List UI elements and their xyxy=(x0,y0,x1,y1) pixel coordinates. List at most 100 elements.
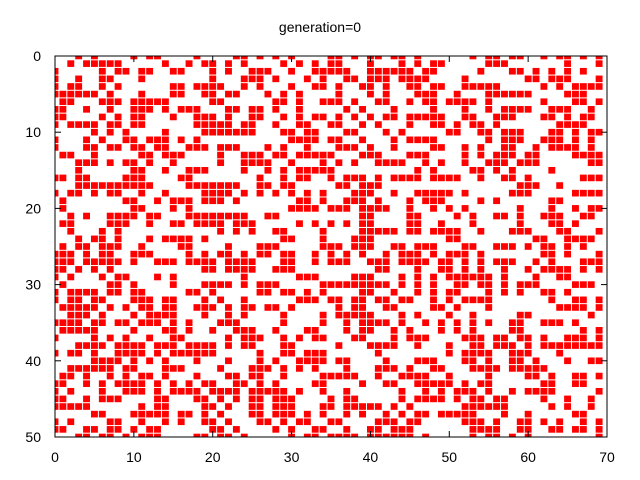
live-cell xyxy=(114,426,122,433)
live-cell xyxy=(414,174,422,182)
live-cell xyxy=(272,395,280,403)
live-cell xyxy=(548,128,556,136)
live-cell xyxy=(343,387,351,395)
live-cell xyxy=(75,342,83,349)
live-cell xyxy=(445,227,453,235)
live-cell xyxy=(398,433,406,437)
live-cell xyxy=(193,342,201,349)
live-cell xyxy=(55,189,59,197)
live-cell xyxy=(398,387,406,395)
live-cell xyxy=(83,258,90,266)
live-cell xyxy=(209,258,217,266)
live-cell xyxy=(469,98,477,106)
live-cell xyxy=(390,418,398,426)
live-cell xyxy=(240,380,248,387)
live-cell xyxy=(83,365,90,372)
live-cell xyxy=(540,113,548,121)
live-cell xyxy=(106,250,114,258)
live-cell xyxy=(75,75,83,83)
live-cell xyxy=(382,410,390,418)
live-cell xyxy=(240,159,248,166)
live-cell xyxy=(169,281,177,288)
live-cell xyxy=(595,334,603,342)
live-cell xyxy=(327,395,335,403)
live-cell xyxy=(493,212,501,220)
live-cell xyxy=(422,357,430,365)
live-cell xyxy=(67,365,75,372)
live-cell xyxy=(351,395,359,403)
live-cell xyxy=(55,106,59,113)
live-cell xyxy=(556,144,564,151)
live-cell xyxy=(280,113,288,121)
live-cell xyxy=(366,205,374,212)
live-cell xyxy=(75,349,83,357)
live-cell xyxy=(366,273,374,281)
live-cell xyxy=(106,304,114,311)
live-cell xyxy=(508,433,516,437)
live-cell xyxy=(485,106,493,113)
live-cell xyxy=(572,98,579,106)
live-cell xyxy=(248,266,256,273)
live-cell xyxy=(303,75,311,83)
live-cell xyxy=(390,334,398,342)
live-cell xyxy=(461,387,469,395)
live-cell xyxy=(461,83,469,90)
live-cell xyxy=(508,189,516,197)
live-cell xyxy=(240,83,248,90)
live-cell xyxy=(75,182,83,189)
live-cell xyxy=(556,426,564,433)
live-cell xyxy=(280,403,288,410)
live-cell xyxy=(75,403,83,410)
live-cell xyxy=(311,83,319,90)
live-cell xyxy=(55,395,59,403)
live-cell xyxy=(201,144,209,151)
live-cell xyxy=(548,67,556,75)
live-cell xyxy=(382,380,390,387)
live-cell xyxy=(122,433,130,437)
live-cell xyxy=(240,189,248,197)
live-cell xyxy=(469,273,477,281)
live-cell xyxy=(90,349,98,357)
live-cell xyxy=(201,410,209,418)
live-cell xyxy=(366,342,374,349)
live-cell xyxy=(524,106,532,113)
live-cell xyxy=(437,266,445,273)
live-cell xyxy=(201,90,209,98)
live-cell xyxy=(154,380,161,387)
live-cell xyxy=(437,387,445,395)
live-cell xyxy=(579,189,587,197)
live-cell xyxy=(201,113,209,121)
live-cell xyxy=(343,365,351,372)
live-cell xyxy=(154,426,161,433)
live-cell xyxy=(422,319,430,327)
live-cell xyxy=(524,418,532,426)
live-cell xyxy=(248,387,256,395)
live-cell xyxy=(572,205,579,212)
live-cell xyxy=(114,144,122,151)
live-cell xyxy=(469,83,477,90)
live-cell xyxy=(272,189,280,197)
live-cell xyxy=(572,128,579,136)
live-cell xyxy=(232,182,240,189)
live-cell xyxy=(185,387,193,395)
live-cell xyxy=(374,205,382,212)
live-cell xyxy=(469,212,477,220)
live-cell xyxy=(185,410,193,418)
live-cell xyxy=(201,311,209,319)
live-cell xyxy=(430,144,437,151)
live-cell xyxy=(374,418,382,426)
live-cell xyxy=(524,342,532,349)
live-cell xyxy=(437,159,445,166)
live-cell xyxy=(272,151,280,159)
live-cell xyxy=(343,319,351,327)
live-cell xyxy=(75,296,83,304)
live-cell xyxy=(256,151,264,159)
live-cell xyxy=(398,174,406,182)
live-cell xyxy=(469,365,477,372)
live-cell xyxy=(524,281,532,288)
live-cell xyxy=(477,197,485,205)
live-cell xyxy=(374,151,382,159)
live-cell xyxy=(390,365,398,372)
live-cell xyxy=(296,90,303,98)
live-cell xyxy=(579,121,587,128)
